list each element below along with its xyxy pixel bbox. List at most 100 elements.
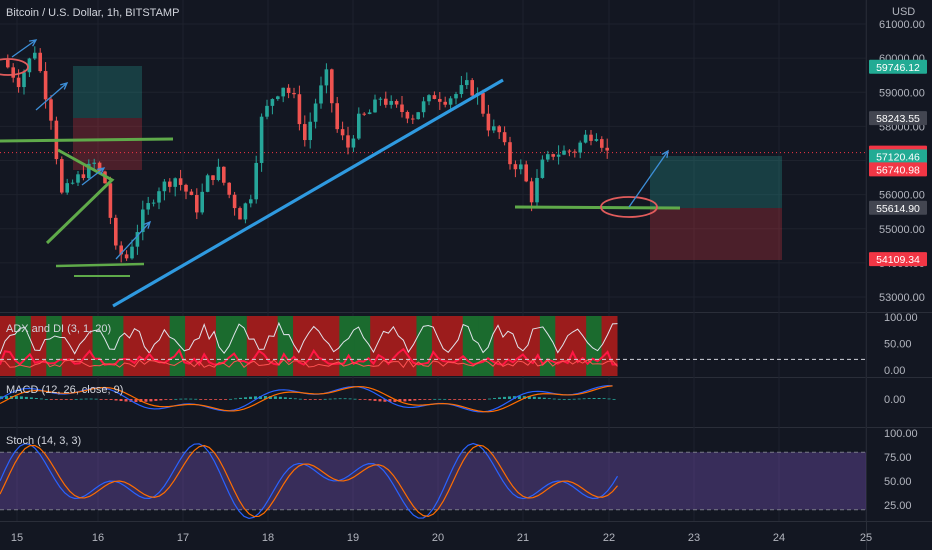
adx-background-segment: [354, 316, 371, 376]
candle-body: [319, 85, 323, 104]
macd-histogram-bar: [597, 398, 601, 399]
macd-histogram-bar: [483, 399, 487, 400]
adx-background-segment: [185, 316, 202, 376]
macd-histogram-bar: [154, 399, 158, 401]
candle-body: [178, 178, 183, 185]
macd-histogram-bar: [353, 398, 357, 400]
drawings[interactable]: [0, 39, 681, 308]
candle-body: [227, 182, 231, 195]
time-axis[interactable]: 15 16 17 18 19 20 21 22 23 24 25: [11, 532, 872, 544]
macd-histogram-bar: [602, 398, 606, 399]
arrow-lower-left-head: [143, 220, 152, 229]
macd-histogram-bar: [527, 396, 531, 399]
long-position-2-loss-zone: [650, 208, 782, 260]
candle-body: [292, 92, 296, 95]
stoch-band: [0, 452, 866, 510]
candle-body: [367, 112, 372, 115]
macd-histogram-bar: [29, 397, 33, 399]
macd-pane: [0, 385, 616, 413]
macd-title: MACD (12, 26, close, 9): [6, 384, 123, 396]
adx-background-segment: [385, 316, 402, 376]
arrow-lower-left: [115, 221, 151, 260]
time-tick-label: 19: [347, 532, 359, 544]
candle-body: [583, 134, 588, 143]
candle-body: [249, 199, 253, 204]
macd-histogram-bar: [577, 398, 581, 400]
adx-background-segment: [200, 316, 217, 376]
macd-histogram-bar: [358, 399, 362, 400]
macd-histogram-bar: [478, 399, 482, 400]
price-tick-label: 55000.00: [879, 224, 925, 236]
candle-body: [351, 138, 356, 148]
candle-body: [43, 71, 48, 100]
macd-histogram-bar: [253, 396, 257, 399]
candle-body: [168, 181, 172, 187]
candle-body: [313, 103, 318, 122]
candle-body: [432, 95, 437, 99]
macd-histogram-bar: [517, 396, 521, 399]
macd-histogram-bar: [74, 398, 78, 400]
candle-body: [605, 147, 609, 151]
candle-body: [438, 98, 442, 102]
candle-body: [270, 99, 275, 106]
candle-body: [535, 177, 539, 203]
candle-body: [286, 87, 291, 93]
candle-body: [567, 150, 572, 152]
time-tick-label: 24: [773, 532, 785, 544]
projection-arrow-head: [661, 149, 669, 159]
time-tick-label: 23: [688, 532, 700, 544]
candle-body: [151, 202, 156, 204]
candle-body: [330, 69, 334, 104]
macd-histogram-bar: [567, 398, 571, 400]
currency-label: USD: [892, 6, 915, 18]
candle-body: [470, 80, 474, 96]
macd-histogram-bar: [438, 398, 442, 400]
candle-body: [486, 113, 491, 131]
adx-background-segment: [586, 316, 603, 376]
macd-histogram-bar: [552, 398, 556, 400]
candle-body: [340, 129, 345, 136]
macd-histogram-bar: [298, 398, 302, 400]
adx-background-segment: [123, 316, 140, 376]
adx-background-segment: [246, 316, 263, 376]
candle-body: [362, 113, 366, 115]
macd-histogram-bar: [204, 399, 208, 400]
uptrend-line: [112, 78, 504, 308]
adx-title: ADX and DI (3, 1, 20): [6, 323, 111, 335]
adx-pane: [0, 316, 866, 376]
macd-histogram-bar: [348, 398, 352, 400]
candle-body: [124, 254, 129, 259]
macd-histogram-bar: [189, 398, 193, 400]
candle-body: [33, 52, 37, 59]
price-axis[interactable]: 61000.0060000.0059000.0058000.0057000.00…: [869, 19, 927, 512]
candle-body: [135, 232, 140, 247]
candle-body: [373, 99, 377, 113]
time-tick-label: 25: [860, 532, 872, 544]
candle-body: [189, 191, 194, 196]
candle-body: [556, 154, 561, 157]
candle-body: [405, 112, 410, 119]
stoch-d-line: [0, 444, 618, 518]
macd-histogram-bar: [229, 398, 233, 400]
macd-histogram-bar: [502, 396, 506, 399]
adx-background-segment: [262, 316, 279, 376]
adx-background-segment: [509, 316, 525, 376]
candle-body: [421, 101, 426, 113]
candle-body: [243, 203, 248, 220]
macd-histogram-bar: [4, 396, 8, 399]
macd-histogram-bar: [592, 398, 596, 399]
macd-histogram-bar: [393, 399, 397, 402]
candle-body: [232, 194, 237, 209]
candle-body: [76, 174, 80, 183]
macd-histogram-bar: [403, 399, 407, 402]
macd-histogram-bar: [373, 399, 377, 401]
price-tick-label: 61000.00: [879, 19, 925, 31]
macd-histogram-bar: [14, 396, 18, 399]
candle-body: [492, 126, 496, 131]
adx-background-segment: [493, 316, 510, 376]
macd-histogram-bar: [443, 398, 447, 400]
macd-histogram-bar: [343, 398, 347, 400]
candle-body: [389, 101, 393, 105]
